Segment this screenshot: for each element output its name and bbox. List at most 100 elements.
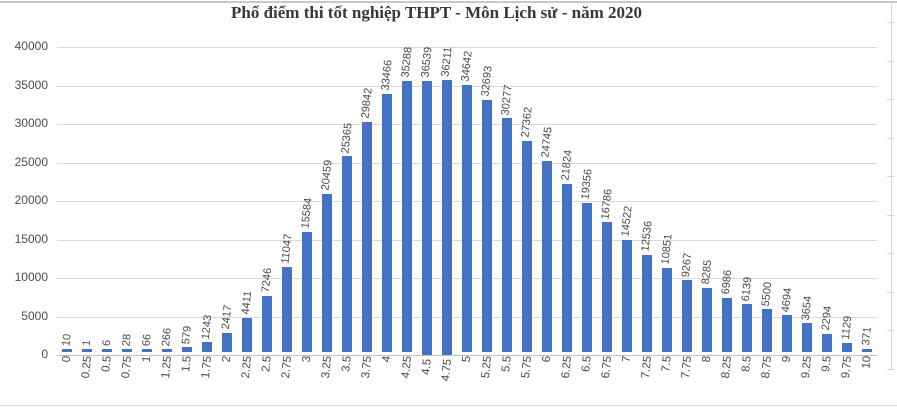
bar-column: 36211 4.75 <box>437 46 457 407</box>
bar <box>102 349 112 352</box>
y-tick-label: 40000 <box>14 39 48 53</box>
bar-value-label: 25365 <box>338 122 355 154</box>
bar-value-label: 34642 <box>458 50 475 83</box>
x-axis-line <box>57 355 877 356</box>
x-tick-label: 7.75 <box>679 354 694 379</box>
bar-value-label: 266 <box>159 327 174 347</box>
x-tick-label: 8.25 <box>719 354 734 379</box>
bar-column: 19356 6.5 <box>577 47 597 407</box>
x-tick-label: 2.75 <box>279 354 294 379</box>
bar <box>402 80 412 353</box>
bar <box>562 183 572 352</box>
right-axis-tick <box>887 214 894 216</box>
bar-value-label: 8285 <box>699 259 714 286</box>
bar-value-label: 14522 <box>618 205 635 238</box>
bar <box>62 349 72 352</box>
bar-value-label: 9267 <box>679 252 694 278</box>
bar-column: 28 0.75 <box>117 47 137 407</box>
bar-column: 29842 3.75 <box>357 47 377 407</box>
y-tick-label: 10000 <box>14 270 48 284</box>
bar-column: 4411 2.25 <box>237 47 257 407</box>
bar <box>362 121 372 352</box>
bar-value-label: 19356 <box>578 168 595 201</box>
bar-column: 10 0 <box>57 47 77 407</box>
right-axis-tick <box>887 253 894 254</box>
bar-column: 12536 7.25 <box>637 47 657 407</box>
bar-value-label: 1 <box>80 339 93 347</box>
bar-value-label: 11047 <box>278 233 295 265</box>
bar-column: 33466 4 <box>377 47 397 407</box>
bar-column: 266 1.25 <box>157 47 177 407</box>
x-tick-label: 1.75 <box>199 354 214 379</box>
bar-value-label: 1243 <box>199 313 214 340</box>
right-axis-tick <box>887 22 894 23</box>
bar <box>382 93 392 352</box>
bar-column: 30277 5.5 <box>497 47 517 407</box>
bar <box>782 315 792 352</box>
bar-column: 36539 4.5 <box>417 46 437 407</box>
bars-area: 10 0 1 0.25 6 0.5 28 0.75 66 1 266 1.25 579 1.5 1243 1.… <box>57 46 877 407</box>
bar <box>282 266 292 352</box>
bar-column: 16786 6.75 <box>597 47 617 407</box>
bar-column: 34642 5 <box>457 47 477 407</box>
x-tick-label: 1.5 <box>179 354 194 373</box>
bar-value-label: 579 <box>179 325 194 345</box>
bar <box>262 295 272 352</box>
bar <box>182 347 192 352</box>
bar-column: 10851 7.5 <box>657 47 677 407</box>
gridline <box>57 47 877 48</box>
bar-value-label: 2417 <box>219 304 234 331</box>
bar <box>662 268 672 352</box>
x-tick-label: 6.25 <box>559 354 574 379</box>
x-tick-label: 9.25 <box>799 354 814 379</box>
x-tick-label: 4.75 <box>439 358 454 382</box>
bar <box>82 349 92 352</box>
bar-column: 3654 9.25 <box>797 47 817 407</box>
bar <box>302 231 312 352</box>
bar <box>162 349 172 352</box>
bar <box>682 280 692 352</box>
x-tick-label: 2.25 <box>239 354 254 379</box>
bar-column: 32693 5.25 <box>477 47 497 407</box>
x-tick-label: 4.25 <box>399 355 414 380</box>
bar-column: 11047 2.75 <box>277 47 297 407</box>
chart-title: Phổ điểm thi tốt nghiệp THPT - Môn Lịch … <box>230 3 642 22</box>
x-tick-label: 5.75 <box>519 354 534 379</box>
bar-column: 8285 8 <box>697 47 717 407</box>
bar <box>862 348 872 352</box>
bar-value-label: 29842 <box>358 87 375 120</box>
bar-value-label: 4694 <box>779 287 794 313</box>
y-tick-label: 35000 <box>14 77 48 92</box>
x-tick-label: 0 <box>60 354 73 363</box>
bar-value-label: 12536 <box>638 220 655 253</box>
bar-value-label: 30277 <box>498 84 515 116</box>
bar <box>322 194 332 352</box>
bar-value-label: 21824 <box>558 149 575 182</box>
bar-column: 2417 2 <box>217 47 237 407</box>
bar <box>602 222 612 352</box>
bar-column: 66 1 <box>137 47 157 407</box>
bar-value-label: 28 <box>119 333 134 347</box>
bar-column: 6986 8.25 <box>717 47 737 407</box>
x-tick-label: 3.25 <box>319 354 334 379</box>
x-tick-label: 4 <box>380 354 393 363</box>
bar-column: 14522 7 <box>617 47 637 407</box>
x-tick-label: 6.5 <box>579 354 594 373</box>
x-tick-label: 1 <box>140 354 153 363</box>
bar-column: 2294 9.5 <box>817 47 837 407</box>
bar-column: 7246 2.5 <box>257 47 277 407</box>
bar-value-label: 24745 <box>538 126 555 159</box>
bar-value-label: 33466 <box>378 59 395 92</box>
bar <box>422 80 432 355</box>
top-border <box>0 1 897 3</box>
x-tick-label: 5.5 <box>499 354 514 373</box>
bar-column: 35288 4.25 <box>397 46 417 407</box>
bar-value-label: 3654 <box>799 295 814 321</box>
right-axis-tick <box>887 137 894 139</box>
x-tick-label: 0.5 <box>99 354 114 373</box>
bar <box>702 287 712 352</box>
x-tick-label: 5.25 <box>479 354 494 379</box>
bar-column: 6139 8.5 <box>737 47 757 407</box>
bottom-border <box>0 405 897 406</box>
